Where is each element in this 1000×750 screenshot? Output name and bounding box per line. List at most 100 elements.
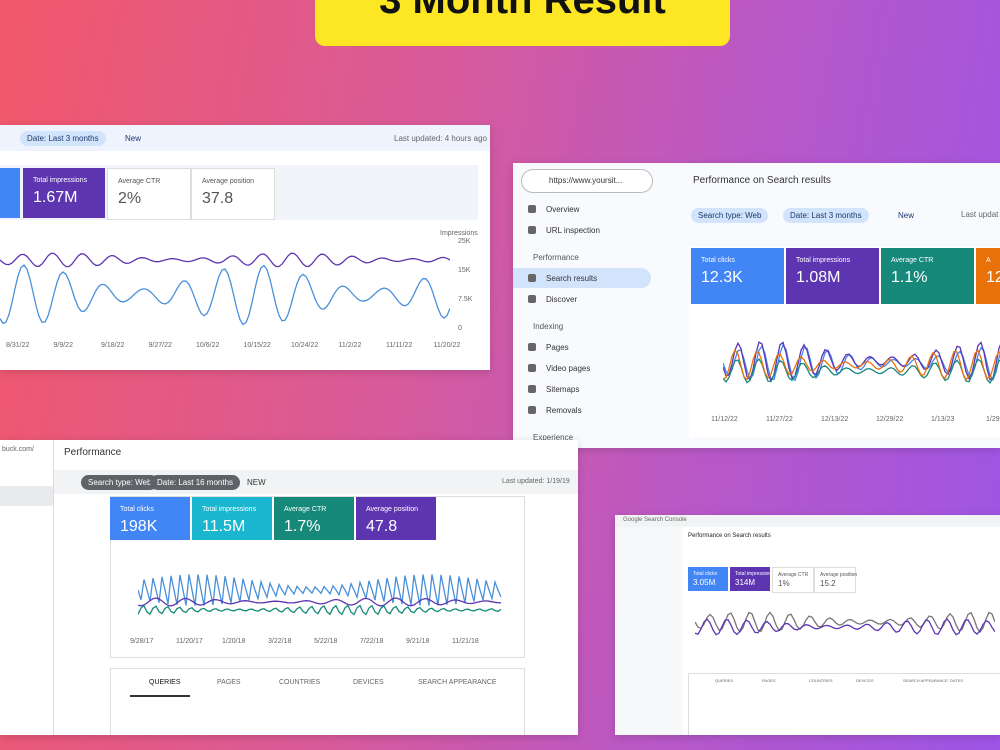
card-label: Total impressions (33, 177, 88, 184)
partial-card (0, 168, 20, 218)
x-tick-label: 9/27/22 (148, 342, 172, 349)
nav-icon (528, 385, 536, 393)
nav-icon (528, 274, 536, 282)
card-label: Total clicks (120, 506, 154, 513)
x-tick-label: 11/12/22 (711, 416, 738, 423)
app-name: Google Search Console (623, 517, 687, 523)
x-tick-label: 10/24/22 (291, 342, 319, 349)
card-value: 12.3K (701, 269, 743, 286)
x-tick-label: 5/22/18 (314, 638, 338, 645)
card-value: 11.5M (202, 518, 246, 535)
tab: SEARCH APPEARANCE (903, 678, 948, 683)
metric-card: Total clicks 198K (110, 497, 190, 540)
y-tick-label: 7.5K (458, 296, 473, 303)
trend-line (723, 343, 1000, 382)
last-updated: Last updated: 4 hours ago (394, 134, 487, 143)
metric-card: Total impressions 1.67M (23, 168, 105, 218)
x-tick-label: 1/13/23 (931, 416, 955, 423)
x-tick-label: 9/18/22 (101, 342, 125, 349)
sidebar (615, 527, 683, 735)
chart-box (110, 496, 525, 658)
chart-lines (138, 574, 502, 616)
banner-title: 3 Month Result (379, 0, 666, 22)
nav-icon (528, 364, 536, 372)
panel-2: https://www.yoursit... Overview URL inspec… (513, 163, 1000, 448)
metric-card: Total clicks 3.05M (688, 567, 728, 591)
x-tick-label: 11/11/22 (386, 342, 413, 349)
tab: DEVICES (353, 679, 384, 686)
metric-card: Total impressions 1.08M (786, 248, 879, 304)
trend-line (0, 264, 450, 326)
axis-label: Impressions (440, 230, 478, 237)
nav-item: Removals (546, 406, 582, 415)
metric-card: A 12 (976, 248, 1000, 304)
card-label: Average CTR (891, 257, 934, 264)
trend-line (695, 618, 995, 636)
nav-item: Discover (546, 295, 578, 304)
nav-item: Sitemaps (546, 385, 580, 394)
chart-lines (695, 611, 995, 636)
chart-lines (723, 341, 1000, 384)
tab: DEVICES (856, 678, 874, 683)
last-updated: Last updat (961, 210, 999, 219)
trend-line (723, 341, 1000, 383)
trend-line (138, 597, 502, 607)
last-updated: Last updated: 1/19/19 (502, 478, 570, 485)
x-tick-label: 3/22/18 (268, 638, 292, 645)
filter-chip: Date: Last 3 months (20, 131, 106, 146)
nav-icon (528, 406, 536, 414)
nav-item: Pages (546, 343, 569, 352)
card-label: Total clicks (701, 257, 735, 264)
card-value: 1% (778, 579, 790, 588)
filter-chip: New (898, 211, 915, 220)
card-label: Total impressions (735, 571, 774, 577)
filter-new: New (125, 134, 142, 143)
x-tick-label: 11/21/18 (452, 638, 479, 645)
card-value: 1.08M (796, 269, 841, 286)
nav-item: URL inspection (546, 226, 600, 235)
card-value: 1.67M (33, 189, 78, 206)
chart-lines (0, 252, 450, 326)
card-label: Total impressions (796, 257, 851, 264)
metric-card: Average CTR 1.1% (881, 248, 974, 304)
metric-card: Total impressions 314M (730, 567, 774, 591)
card-label: Average position (202, 178, 255, 185)
card-label: Average CTR (778, 572, 809, 578)
tab-underline (130, 695, 190, 697)
tab: SEARCH APPEARANCE (418, 679, 497, 686)
nav-active (513, 268, 651, 288)
card-label: Total clicks (693, 571, 718, 577)
tab: COUNTRIES (809, 678, 833, 683)
nav-item: Video pages (546, 364, 591, 373)
sidebar-active (0, 486, 53, 506)
nav-icon (528, 343, 536, 351)
card-value: 1.1% (891, 269, 928, 286)
filter-chip: Date: Last 16 months (150, 475, 241, 490)
card-label: Average CTR (118, 178, 161, 185)
card-label: Total impressions (202, 506, 257, 513)
x-tick-label: 11/20/17 (176, 638, 203, 645)
card-value: 314M (735, 578, 756, 587)
x-tick-label: 7/22/18 (360, 638, 384, 645)
x-tick-label: 10/6/22 (196, 342, 220, 349)
metric-card: Total impressions 11.5M (192, 497, 272, 540)
url-box (521, 169, 653, 193)
x-tick-label: 9/28/17 (130, 638, 154, 645)
page-title: Performance on Search results (693, 175, 831, 186)
x-tick-label: 1/20/18 (222, 638, 246, 645)
nav-section: Performance (533, 253, 579, 262)
app-bar (615, 515, 1000, 527)
x-tick-label: 9/9/22 (53, 342, 73, 349)
nav-section: Experience (533, 433, 574, 442)
card-value: 15.2 (820, 579, 836, 588)
card-value: 47.8 (366, 518, 398, 535)
tab: PAGES (762, 678, 776, 683)
filter-chip: Search type: Web (691, 208, 769, 223)
x-tick-label: 1/29 (986, 416, 1000, 423)
filter-chip: Date: Last 3 months (783, 208, 869, 223)
card-value: 1.7% (284, 518, 321, 535)
x-tick-label: 11/2/22 (338, 342, 362, 349)
metric-card: Average CTR 1% (772, 567, 814, 593)
nav-icon (528, 226, 536, 234)
